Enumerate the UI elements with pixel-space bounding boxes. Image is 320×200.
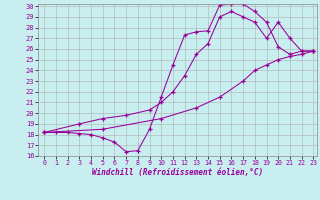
X-axis label: Windchill (Refroidissement éolien,°C): Windchill (Refroidissement éolien,°C) bbox=[92, 168, 263, 177]
